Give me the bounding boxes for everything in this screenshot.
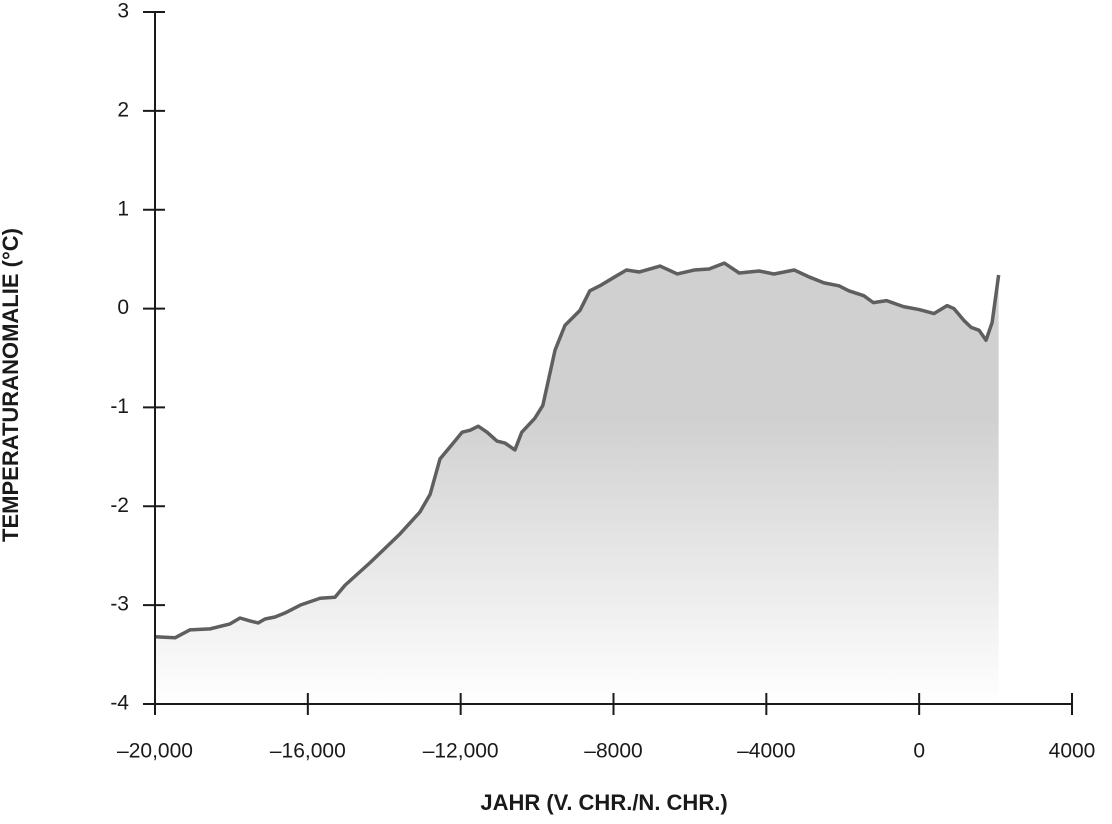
y-tick-label: 2 (117, 98, 129, 121)
y-tick-label: -3 (110, 593, 129, 616)
x-tick-label: 4000 (1049, 740, 1096, 763)
x-tick-label: –8000 (584, 740, 642, 763)
x-axis-title: JAHR (V. CHR./N. CHR.) (480, 790, 727, 815)
y-tick-label: -4 (110, 692, 129, 715)
area-fill (155, 263, 999, 704)
line (154, 261, 1001, 640)
y-tick-label: -1 (110, 395, 129, 418)
x-tick-label: –12,000 (423, 740, 499, 763)
x-tick-label: –20,000 (117, 740, 193, 763)
y-axis-title: TEMPERATURANOMALIE (°C) (0, 228, 23, 542)
y-tick-label: -2 (110, 494, 129, 517)
y-tick-label: 1 (117, 197, 129, 220)
x-tick-label: –16,000 (270, 740, 346, 763)
y-tick-label: 0 (117, 296, 129, 319)
x-tick-label: –4000 (737, 740, 795, 763)
x-tick-label: 0 (913, 740, 925, 763)
y-tick-label: 3 (117, 0, 129, 23)
